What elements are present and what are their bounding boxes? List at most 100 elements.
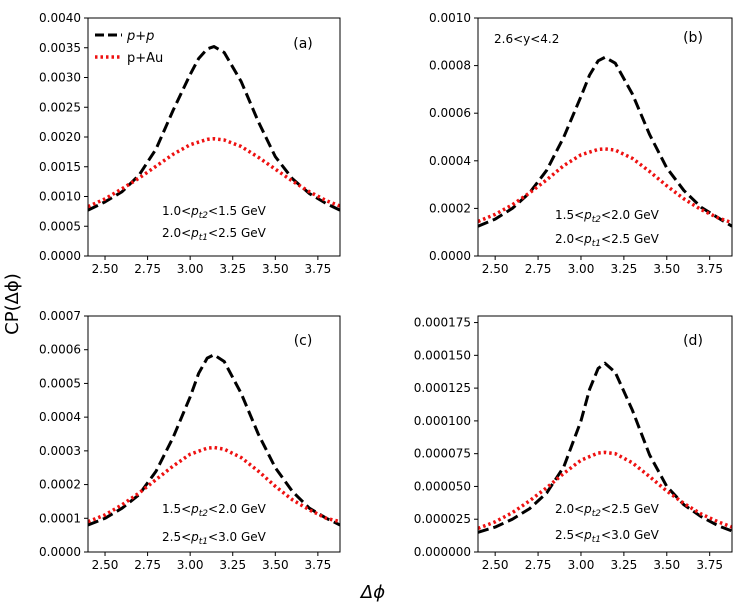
panel-a-xtick-label-0: 2.50	[92, 262, 119, 276]
panel-c-ytick-label-4: 0.0004	[39, 410, 81, 424]
panel-a-frame	[87, 17, 341, 257]
panel-d-label: (d)	[683, 333, 703, 349]
panel-b-annotation-1-sym: p	[583, 208, 592, 222]
panel-a-ytick-label-2: 0.0010	[39, 190, 81, 204]
panel-c-ytick-label-0: 0.0000	[39, 545, 81, 559]
legend-label-pp: p+p	[126, 29, 154, 44]
panel-a-ytick-label-4: 0.0020	[39, 130, 81, 144]
panel-c-annotation-1-post: <2.0 GeV	[208, 502, 267, 516]
panel-c-annotation-1-sub: t2	[199, 509, 209, 519]
panel-c-ytick-label-7: 0.0007	[39, 309, 81, 323]
panel-b: 2.50 2.75 3.00 3.25 3.50 3.75 0.0000 0.0002 0.00…	[429, 11, 733, 276]
panel-c-ytick-label-3: 0.0003	[39, 444, 81, 458]
panel-b-annotation-2-sub: t1	[592, 239, 601, 249]
panel-b-label: (b)	[683, 30, 703, 46]
panel-a-annotation-1-pre: 1.0<	[162, 204, 191, 218]
legend-label-pau: p+Au	[127, 51, 163, 66]
panel-c-ytick-label-1: 0.0001	[39, 511, 81, 525]
panel-d-annotation-1-sub: t2	[592, 509, 602, 519]
panel-d-annotation-1-pre: 2.0<	[555, 502, 584, 516]
panel-b-annotation-2-post: <2.5 GeV	[601, 232, 660, 246]
panel-b-annotation-2-sym: p	[583, 232, 592, 246]
panel-c-ytick-label-2: 0.0002	[39, 478, 81, 492]
panel-b-annotation-1: 1.5<pt2<2.0 GeV	[555, 208, 660, 225]
panel-a-annotation-2-post: <2.5 GeV	[208, 226, 267, 240]
panel-b-frame	[477, 17, 733, 257]
panel-a-ytick-label-8: 0.0040	[39, 11, 81, 25]
panel-b-series-pau	[478, 147, 732, 225]
panel-d-annotation-1-post: <2.5 GeV	[601, 502, 660, 516]
panel-c-series-pau	[88, 445, 340, 524]
panel-c-series-pp	[88, 353, 340, 527]
panel-a-ytick-label-5: 0.0025	[39, 100, 81, 114]
panel-a-annotation-2: 2.0<pt1<2.5 GeV	[162, 226, 267, 243]
panel-b-annotation-1-pre: 1.5<	[555, 208, 584, 222]
panel-d-frame	[477, 315, 733, 553]
panel-d-xtick-label-2: 3.00	[568, 558, 595, 572]
panel-c-xtick-label-0: 2.50	[92, 558, 119, 572]
figure-ylabel: CP(Δϕ)	[2, 273, 23, 335]
panel-b-xtick-label-5: 3.75	[696, 262, 723, 276]
panel-a-ytick-label-1: 0.0005	[39, 219, 81, 233]
panel-a-ytick-label-3: 0.0015	[39, 160, 81, 174]
panel-d-annotation-2-post: <3.0 GeV	[601, 528, 660, 542]
panel-d-xtick-label-0: 2.50	[482, 558, 509, 572]
panel-a-xtick-label-4: 3.50	[262, 262, 289, 276]
panel-a-label: (a)	[293, 36, 313, 52]
panel-b-ytick-label-2: 0.0004	[429, 154, 471, 168]
panel-b-annotation-1-post: <2.0 GeV	[601, 208, 660, 222]
panel-a-series-pp	[88, 45, 340, 212]
panel-a: 2.50 2.75 3.00 3.25 3.50 3.75 0.0000 0.0005 0.00…	[39, 11, 341, 276]
panel-a-annotation-1-sub: t2	[199, 211, 209, 221]
panel-c-xtick-label-3: 3.25	[219, 558, 246, 572]
panel-d: 2.50 2.75 3.00 3.25 3.50 3.75 0.000000 0.000025…	[414, 315, 733, 572]
panel-b-xtick-label-1: 2.75	[525, 262, 552, 276]
panel-b-annotation-2-pre: 2.0<	[555, 232, 584, 246]
panel-b-series-pp	[478, 55, 732, 228]
panel-b-xtick-label-2: 3.00	[568, 262, 595, 276]
panel-d-ytick-label-2: 0.000050	[414, 479, 471, 493]
panel-d-annotation-2-pre: 2.5<	[555, 528, 584, 542]
panel-c-ytick-label-5: 0.0005	[39, 376, 81, 390]
panel-a-ytick-label-7: 0.0035	[39, 41, 81, 55]
panel-a-ytick-label-0: 0.0000	[39, 249, 81, 263]
panel-a-xtick-label-2: 3.00	[177, 262, 204, 276]
panel-c-annotation-2-sym: p	[190, 530, 199, 544]
panel-a-xtick-label-5: 3.75	[305, 262, 332, 276]
panel-b-xtick-label-4: 3.50	[653, 262, 680, 276]
panel-c-xtick-label-2: 3.00	[177, 558, 204, 572]
panel-d-ytick-label-1: 0.000025	[414, 512, 471, 526]
panel-d-series-pau	[478, 450, 732, 531]
panel-d-xtick-label-3: 3.25	[611, 558, 638, 572]
panel-b-ytick-label-0: 0.0000	[429, 249, 471, 263]
panel-d-xtick-label-1: 2.75	[525, 558, 552, 572]
panel-d-annotation-2-sym: p	[583, 528, 592, 542]
panel-c-annotation-1-sym: p	[190, 502, 199, 516]
panel-c-xtick-label-1: 2.75	[134, 558, 161, 572]
panel-c-annotation-2: 2.5<pt1<3.0 GeV	[162, 530, 267, 547]
panel-a-series-pau	[88, 137, 340, 209]
panel-d-ytick-label-6: 0.000150	[414, 348, 471, 362]
panel-c-frame	[87, 315, 341, 553]
panel-d-ytick-label-3: 0.000075	[414, 447, 471, 461]
panel-b-annotation-1-sub: t2	[592, 215, 602, 225]
figure-xlabel: Δϕ	[359, 582, 385, 603]
panel-a-xtick-label-1: 2.75	[134, 262, 161, 276]
panel-a-annotation-1-sym: p	[190, 204, 199, 218]
panel-c-xtick-label-5: 3.75	[305, 558, 332, 572]
panel-b-xtick-label-3: 3.25	[611, 262, 638, 276]
panel-d-xtick-label-4: 3.50	[653, 558, 680, 572]
panel-c-annotation-1: 1.5<pt2<2.0 GeV	[162, 502, 267, 519]
panel-a-xtick-label-3: 3.25	[219, 262, 246, 276]
panel-c-label: (c)	[294, 333, 313, 349]
panel-d-annotation-2: 2.5<pt1<3.0 GeV	[555, 528, 660, 545]
panel-c-annotation-2-sub: t1	[199, 537, 208, 547]
panel-d-annotation-1-sym: p	[583, 502, 592, 516]
panel-a-annotation-1: 1.0<pt2<1.5 GeV	[162, 204, 267, 221]
panel-b-ytick-label-1: 0.0002	[429, 201, 471, 215]
panel-b-annotation-2: 2.0<pt1<2.5 GeV	[555, 232, 660, 249]
panel-d-ytick-label-5: 0.000125	[414, 381, 471, 395]
panel-a-annotation-2-sym: p	[190, 226, 199, 240]
panel-d-xtick-label-5: 3.75	[696, 558, 723, 572]
